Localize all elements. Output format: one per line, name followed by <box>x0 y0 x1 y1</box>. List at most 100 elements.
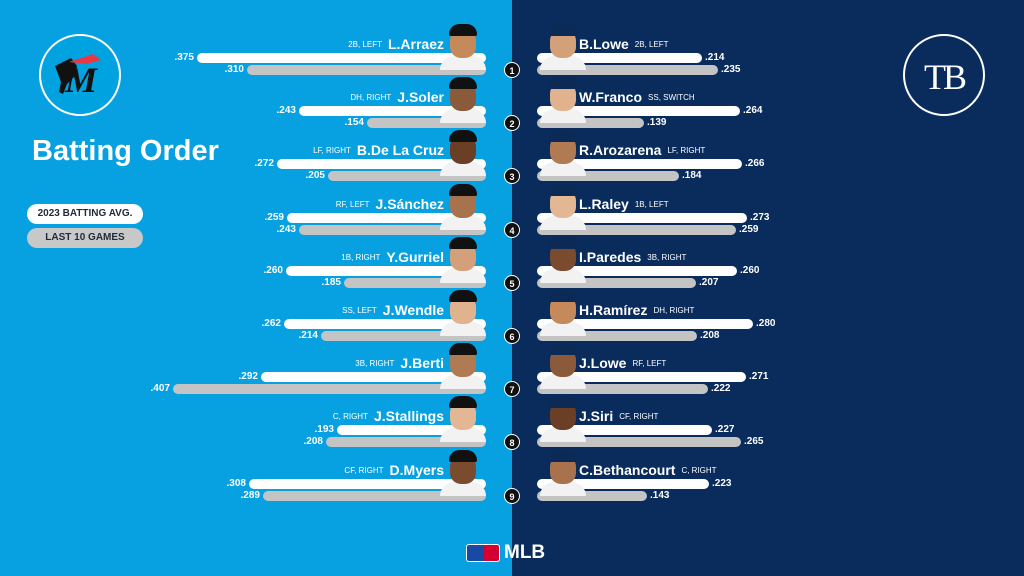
rays-logo-text: TB <box>923 57 967 97</box>
player-name: Y.Gurriel <box>386 248 444 265</box>
cap-shape <box>549 24 577 36</box>
player-headshot <box>440 24 486 70</box>
season-avg-label: .271 <box>749 371 769 383</box>
season-avg-bar <box>537 53 702 63</box>
last10-avg-label: .259 <box>739 223 759 235</box>
player-position: DH, RIGHT <box>350 93 392 103</box>
last10-avg-bar <box>537 490 647 501</box>
jersey-shape <box>440 375 486 390</box>
cap-shape <box>449 236 477 249</box>
last10-avg-label: .185 <box>321 276 341 288</box>
last10-avg-bar <box>537 171 679 182</box>
last10-avg-bar <box>537 224 736 235</box>
season-avg-bar <box>537 478 709 489</box>
jersey-shape <box>440 109 486 124</box>
player-name: J.Stallings <box>373 408 444 425</box>
player-position: DH, RIGHT <box>653 306 695 315</box>
season-avg-label: .266 <box>745 158 765 170</box>
season-avg-label: .259 <box>264 211 284 223</box>
last10-avg-bar <box>537 118 644 129</box>
player-name: J.Soler <box>397 89 444 106</box>
player-name: J.Lowe <box>579 355 627 372</box>
player-name: L.Raley <box>579 195 629 212</box>
last10-avg-bar <box>367 118 486 129</box>
player-position: 3B, RIGHT <box>355 359 395 369</box>
last10-avg-label: .184 <box>682 170 702 182</box>
last10-avg-bar <box>321 331 486 341</box>
last10-avg-bar <box>173 384 486 395</box>
player-headshot <box>440 77 486 124</box>
last10-avg-bar <box>537 437 741 448</box>
season-avg-bar <box>277 159 486 170</box>
season-avg-label: .262 <box>261 318 281 329</box>
last10-avg-bar <box>537 384 708 395</box>
last10-avg-bar <box>344 277 486 288</box>
player-headshot <box>440 449 486 496</box>
batting-order-badge: 8 <box>504 434 520 451</box>
player-position: C, RIGHT <box>681 465 717 475</box>
player-headshot <box>540 449 586 496</box>
cap-shape <box>549 396 577 409</box>
season-avg-bar <box>299 106 486 117</box>
player-name: J.Sánchez <box>375 195 444 212</box>
cap-shape <box>549 290 577 302</box>
player-position: SS, LEFT <box>342 306 377 315</box>
jersey-shape <box>440 268 486 283</box>
player-position: RF, LEFT <box>335 199 370 209</box>
rays-logo: TB <box>903 34 985 116</box>
season-avg-label: .223 <box>712 477 732 489</box>
player-position: 2B, LEFT <box>634 40 669 49</box>
season-avg-bar <box>286 265 486 276</box>
mlb-wordmark: MLB <box>504 542 546 563</box>
player-headshot <box>440 396 486 443</box>
jersey-shape <box>440 428 486 443</box>
last10-avg-bar <box>247 65 486 75</box>
last10-avg-label: .222 <box>711 383 731 395</box>
season-avg-label: .243 <box>276 105 296 117</box>
last10-avg-label: .265 <box>744 436 764 448</box>
season-avg-bar <box>537 159 742 170</box>
batting-order-badge: 1 <box>504 62 520 78</box>
season-avg-label: .227 <box>715 424 735 436</box>
season-avg-bar <box>284 319 486 329</box>
jersey-shape <box>540 268 586 283</box>
marlins-logo: M <box>39 34 121 116</box>
player-name: D.Myers <box>389 461 444 478</box>
player-position: 1B, LEFT <box>634 199 669 209</box>
jersey-shape <box>540 215 586 230</box>
last10-avg-label: .139 <box>647 117 667 129</box>
batting-order-badge: 6 <box>504 328 520 344</box>
cap-shape <box>449 130 477 143</box>
cap-shape <box>449 183 477 196</box>
cap-shape <box>549 130 577 143</box>
jersey-shape <box>540 109 586 124</box>
last10-avg-bar <box>537 331 697 341</box>
player-headshot <box>540 290 586 336</box>
player-name: J.Berti <box>400 355 444 372</box>
jersey-shape <box>440 322 486 336</box>
season-avg-label: .193 <box>314 424 334 436</box>
batting-order-badge: 3 <box>504 168 520 185</box>
jersey-shape <box>540 481 586 496</box>
last10-avg-label: .243 <box>276 223 296 235</box>
season-avg-bar <box>537 319 753 329</box>
player-name: I.Paredes <box>579 248 642 265</box>
last10-avg-bar <box>299 224 486 235</box>
last10-avg-label: .310 <box>224 64 244 75</box>
season-avg-bar <box>537 265 737 276</box>
page-title: Batting Order <box>32 135 219 167</box>
last10-avg-bar <box>328 171 486 182</box>
player-position: 3B, RIGHT <box>647 252 687 262</box>
jersey-shape <box>440 56 486 70</box>
jersey-shape <box>440 162 486 177</box>
batting-order-badge: 9 <box>504 487 520 504</box>
cap-shape <box>549 236 577 249</box>
season-avg-label: .280 <box>756 318 776 329</box>
player-position: CF, RIGHT <box>344 465 384 475</box>
player-headshot <box>440 290 486 336</box>
batting-order-badge: 4 <box>504 221 520 238</box>
season-avg-label: .260 <box>740 264 760 276</box>
jersey-shape <box>540 428 586 443</box>
last10-avg-label: .235 <box>721 64 741 75</box>
cap-shape <box>549 449 577 462</box>
